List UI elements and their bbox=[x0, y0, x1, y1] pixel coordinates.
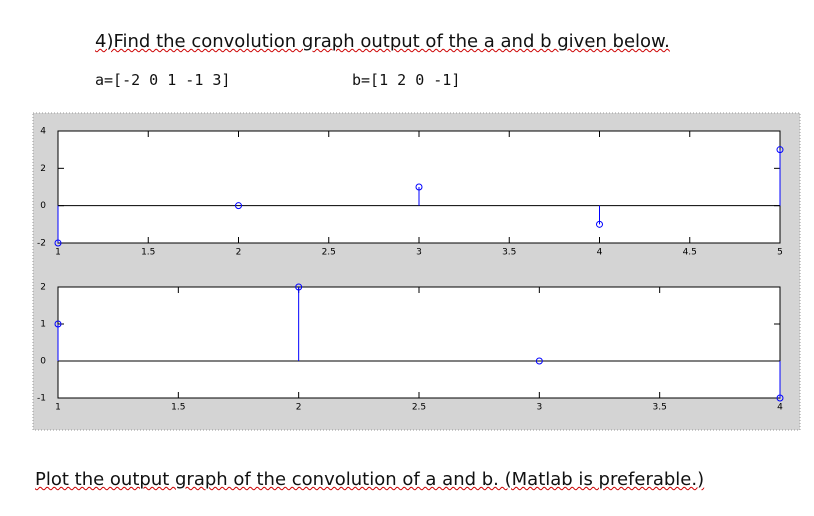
x-tick-label: 3 bbox=[536, 403, 542, 413]
y-tick-label: -1 bbox=[37, 394, 46, 404]
x-tick-label: 2 bbox=[296, 403, 302, 413]
b-definition: b=[1 2 0 -1] bbox=[352, 71, 461, 89]
x-tick-label: 3.5 bbox=[653, 403, 667, 413]
y-tick-label: 4 bbox=[40, 127, 46, 137]
stem-marker bbox=[295, 283, 303, 291]
x-tick-label: 4.5 bbox=[683, 248, 697, 258]
y-tick-label: 0 bbox=[40, 357, 46, 367]
x-tick-label: 5 bbox=[777, 248, 783, 258]
x-tick-label: 1.5 bbox=[171, 403, 185, 413]
a-definition: a=[-2 0 1 -1 3] bbox=[95, 71, 231, 89]
stem-marker bbox=[776, 146, 784, 154]
stem-marker bbox=[776, 394, 784, 402]
x-tick-label: 3 bbox=[416, 248, 422, 258]
stem-marker bbox=[415, 183, 423, 191]
y-tick-label: 1 bbox=[40, 320, 46, 330]
x-tick-label: 1 bbox=[55, 248, 61, 258]
stem-marker bbox=[235, 202, 242, 210]
y-tick-label: 0 bbox=[40, 201, 46, 211]
x-tick-label: 2 bbox=[236, 248, 242, 258]
axes bbox=[57, 286, 781, 399]
x-tick-label: 4 bbox=[777, 403, 783, 413]
y-tick-label: 2 bbox=[40, 164, 46, 174]
question: 4)Find the convolution graph output of t… bbox=[95, 31, 670, 52]
x-tick-label: 3.5 bbox=[502, 248, 516, 258]
stem-marker bbox=[535, 357, 543, 365]
x-tick-label: 4 bbox=[597, 248, 603, 258]
stem-marker bbox=[54, 320, 62, 328]
x-tick-label: 2.5 bbox=[412, 403, 426, 413]
x-tick-label: 1 bbox=[55, 403, 61, 413]
x-tick-label: 2.5 bbox=[322, 248, 336, 258]
y-tick-label: -2 bbox=[37, 239, 46, 249]
y-tick-label: 2 bbox=[40, 283, 46, 293]
x-tick-label: 1.5 bbox=[141, 248, 155, 258]
instruction: Plot the output graph of the convolution… bbox=[35, 469, 705, 490]
stem-marker bbox=[54, 239, 62, 247]
stem-marker bbox=[596, 220, 603, 228]
